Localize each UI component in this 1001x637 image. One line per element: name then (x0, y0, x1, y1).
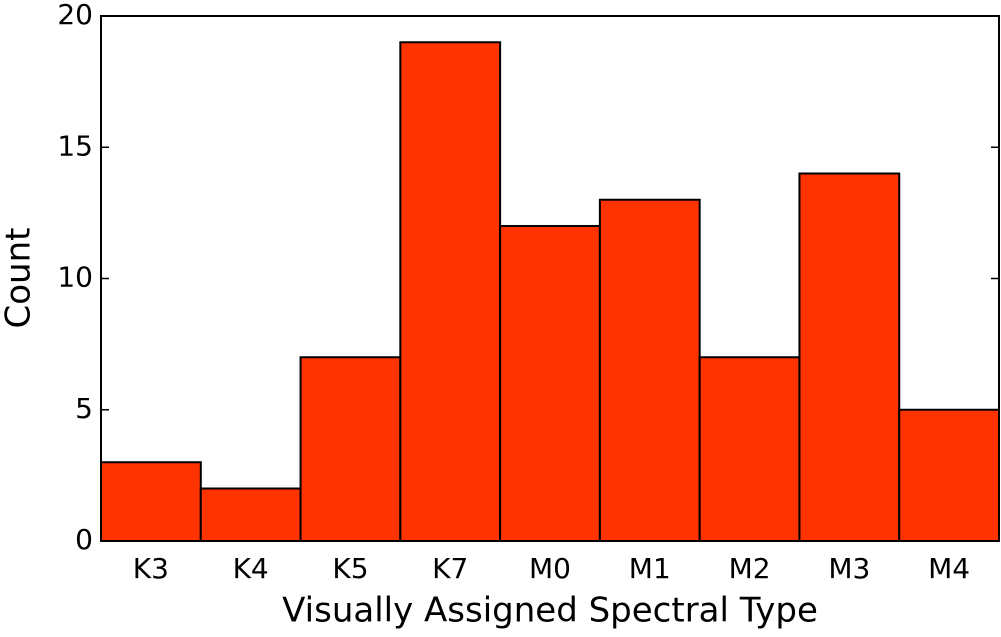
bar (199, 487, 302, 542)
y-tick-label: 0 (75, 523, 93, 556)
bar (698, 356, 801, 542)
bar (299, 356, 402, 542)
bar (100, 461, 202, 542)
x-tick-label: K5 (332, 552, 368, 585)
bar (399, 41, 502, 542)
x-axis-label: Visually Assigned Spectral Type (282, 591, 818, 631)
y-axis-label: Count (0, 228, 39, 329)
bar (499, 225, 601, 542)
x-tick-label: M2 (729, 552, 771, 585)
y-tick-label: 5 (75, 392, 93, 425)
y-tick-label: 15 (57, 129, 93, 162)
x-tick-label: K4 (233, 552, 269, 585)
bar (898, 408, 1001, 542)
bar (798, 172, 901, 542)
x-tick-label: K7 (432, 552, 468, 585)
x-tick-label: M1 (629, 552, 671, 585)
x-tick-label: K3 (133, 552, 169, 585)
x-tick-label: M0 (529, 552, 571, 585)
bar (598, 198, 701, 542)
y-tick-label: 20 (57, 0, 93, 31)
plot-frame (100, 15, 1000, 542)
x-tick-label: M3 (828, 552, 870, 585)
y-tick-label: 10 (57, 261, 93, 294)
x-tick-label: M4 (928, 552, 970, 585)
